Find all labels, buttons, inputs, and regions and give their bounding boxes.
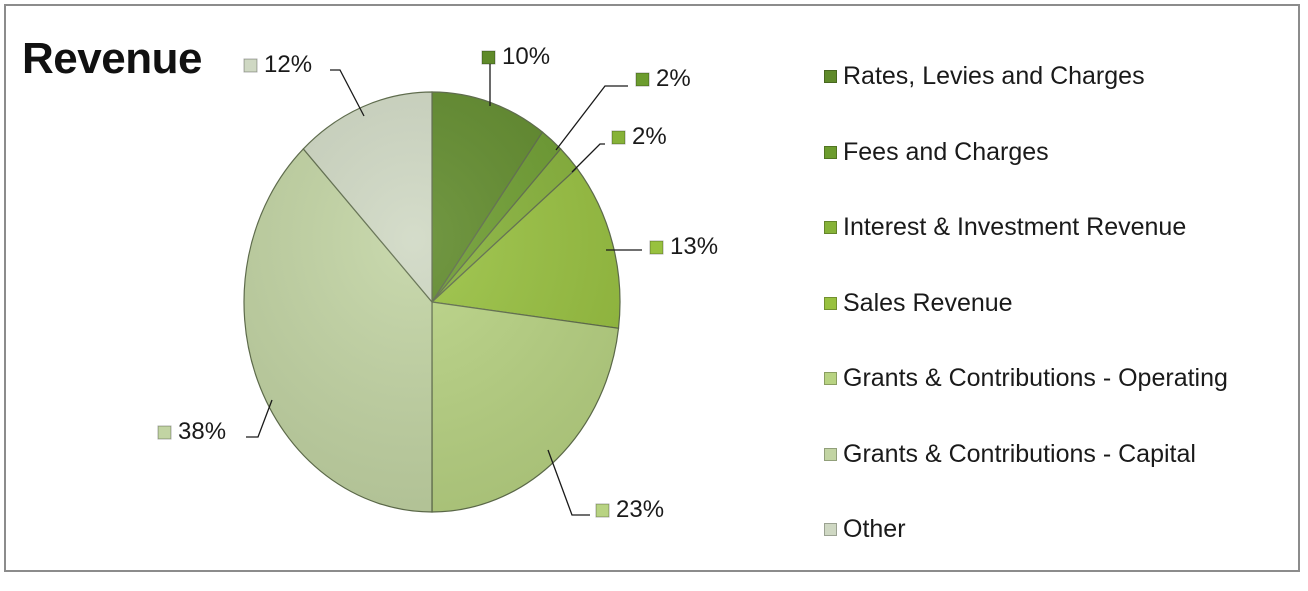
legend-swatch-5: [824, 372, 837, 385]
legend-label-3: Interest & Investment Revenue: [843, 213, 1187, 241]
legend-item-5: Grants & Contributions - Operating: [824, 364, 1294, 440]
data-label-4: 13%: [670, 233, 718, 260]
leader-line-2: [555, 85, 628, 151]
legend-swatch-4: [824, 296, 837, 310]
data-label-7: 12%: [264, 51, 312, 78]
pie-slice-5: [431, 301, 620, 513]
legend-item-6: Grants & Contributions - Capital: [824, 440, 1294, 516]
data-label-3: 2%: [632, 123, 667, 150]
legend-item-7: Other: [824, 515, 1294, 591]
legend-item-3: Interest & Investment Revenue: [824, 213, 1294, 289]
legend-item-1: Rates, Levies and Charges: [824, 62, 1294, 138]
data-label-1: 10%: [502, 43, 550, 70]
legend-label-6: Grants & Contributions - Capital: [843, 439, 1196, 468]
legend-swatch-7: [824, 523, 837, 536]
data-label-2: 2%: [656, 65, 691, 92]
legend-item-2: Fees and Charges: [824, 138, 1294, 214]
data-label-swatch-6: [157, 425, 172, 440]
chart-title: Revenue: [22, 34, 202, 83]
data-label-swatch-4: [649, 240, 664, 255]
data-label-swatch-5: [595, 503, 610, 518]
data-label-swatch-2: [635, 72, 650, 87]
legend-label-4: Sales Revenue: [843, 288, 1013, 317]
chart-frame: [4, 4, 1300, 572]
data-label-6: 38%: [178, 418, 226, 445]
leader-line-5: [547, 449, 590, 516]
leader-line-6: [246, 399, 273, 438]
chart-legend: Rates, Levies and Charges Fees and Charge…: [824, 62, 1294, 591]
data-label-5: 23%: [616, 496, 664, 523]
legend-swatch-1: [824, 70, 837, 83]
legend-label-5: Grants & Contributions - Operating: [843, 364, 1228, 392]
legend-item-4: Sales Revenue: [824, 289, 1294, 365]
legend-swatch-2: [824, 145, 837, 159]
data-label-swatch-3: [611, 130, 626, 145]
legend-label-7: Other: [843, 515, 906, 543]
legend-swatch-6: [824, 447, 837, 461]
leader-line-3: [571, 143, 605, 173]
legend-label-2: Fees and Charges: [843, 137, 1049, 166]
leader-line-7: [330, 69, 365, 117]
data-label-swatch-1: [481, 50, 496, 65]
data-label-swatch-7: [243, 58, 258, 73]
legend-swatch-3: [824, 221, 837, 234]
legend-label-1: Rates, Levies and Charges: [843, 62, 1145, 90]
